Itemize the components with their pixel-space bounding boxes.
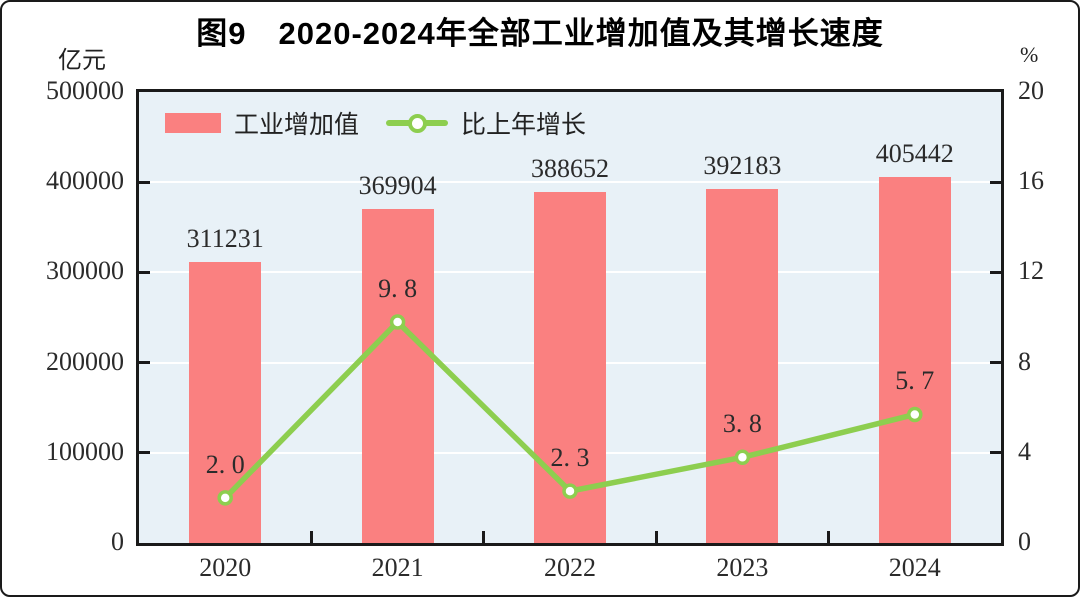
y-axis-label-right: 16	[1018, 166, 1044, 196]
y-axis-label-left: 500000	[46, 76, 124, 105]
chart-title: 图9 2020-2024年全部工业增加值及其增长速度	[196, 16, 884, 51]
line-point	[734, 449, 751, 466]
line-value-label: 5. 7	[895, 366, 935, 396]
bar	[878, 177, 951, 543]
bar-value-label: 311231	[186, 224, 264, 254]
x-axis-label: 2020	[199, 553, 252, 582]
legend-line-label: 比上年增长	[461, 112, 587, 139]
gridline	[139, 181, 1001, 184]
legend-line-marker-icon	[386, 113, 449, 133]
right-axis-tick	[990, 180, 1001, 184]
y-axis-label-left: 200000	[46, 346, 124, 376]
line-point	[562, 483, 578, 499]
y-axis-label-left: 400000	[46, 166, 124, 196]
plot-area: 工业增加值 比上年增长	[136, 89, 1004, 546]
legend: 工业增加值 比上年增长	[165, 105, 586, 141]
right-axis-tick	[990, 361, 1001, 365]
line-point	[389, 314, 406, 330]
line-value-label: 2. 3	[550, 443, 590, 473]
right-axis-tick	[990, 270, 1001, 274]
bar-value-label: 369904	[358, 171, 437, 201]
x-axis-tick	[309, 531, 313, 543]
y-axis-label-left: 0	[111, 527, 124, 556]
bar-value-label: 388652	[531, 154, 609, 184]
y-axis-label-right: 8	[1018, 346, 1031, 376]
right-axis-tick	[990, 451, 1001, 455]
growth-line-chart	[217, 314, 923, 506]
line-value-label: 9. 8	[378, 274, 418, 303]
bar	[361, 209, 434, 543]
x-axis-tick	[827, 531, 831, 543]
x-axis-label: 2021	[371, 553, 424, 582]
x-axis-label: 2023	[716, 553, 769, 582]
x-axis-tick	[482, 531, 486, 543]
bar-value-label: 392183	[703, 151, 782, 181]
x-axis-label: 2024	[888, 553, 941, 582]
left-axis-tick	[139, 361, 150, 365]
left-axis-unit: 亿元	[58, 48, 106, 74]
right-axis-unit: %	[1020, 42, 1039, 67]
y-axis-label-right: 20	[1018, 76, 1044, 105]
y-axis-label-right: 0	[1018, 527, 1031, 556]
left-axis-tick	[139, 270, 150, 274]
line-point	[907, 406, 923, 423]
y-axis-label-right: 4	[1018, 436, 1031, 466]
x-axis-tick	[654, 531, 658, 543]
y-axis-label-left: 300000	[46, 256, 124, 286]
legend-line-dot-icon	[408, 114, 428, 133]
y-axis-label-right: 12	[1018, 256, 1044, 286]
bar-value-label: 405442	[875, 139, 954, 169]
left-axis-tick	[139, 451, 150, 455]
left-axis-tick	[139, 180, 150, 184]
y-axis-label-left: 100000	[46, 436, 124, 466]
line-value-label: 3. 8	[722, 409, 762, 439]
bar	[706, 189, 779, 543]
line-point	[217, 490, 233, 506]
line-value-label: 2. 0	[205, 449, 245, 479]
legend-bar-swatch-icon	[165, 113, 221, 133]
x-axis-label: 2022	[544, 553, 596, 582]
legend-bar-label: 工业增加值	[234, 112, 360, 139]
